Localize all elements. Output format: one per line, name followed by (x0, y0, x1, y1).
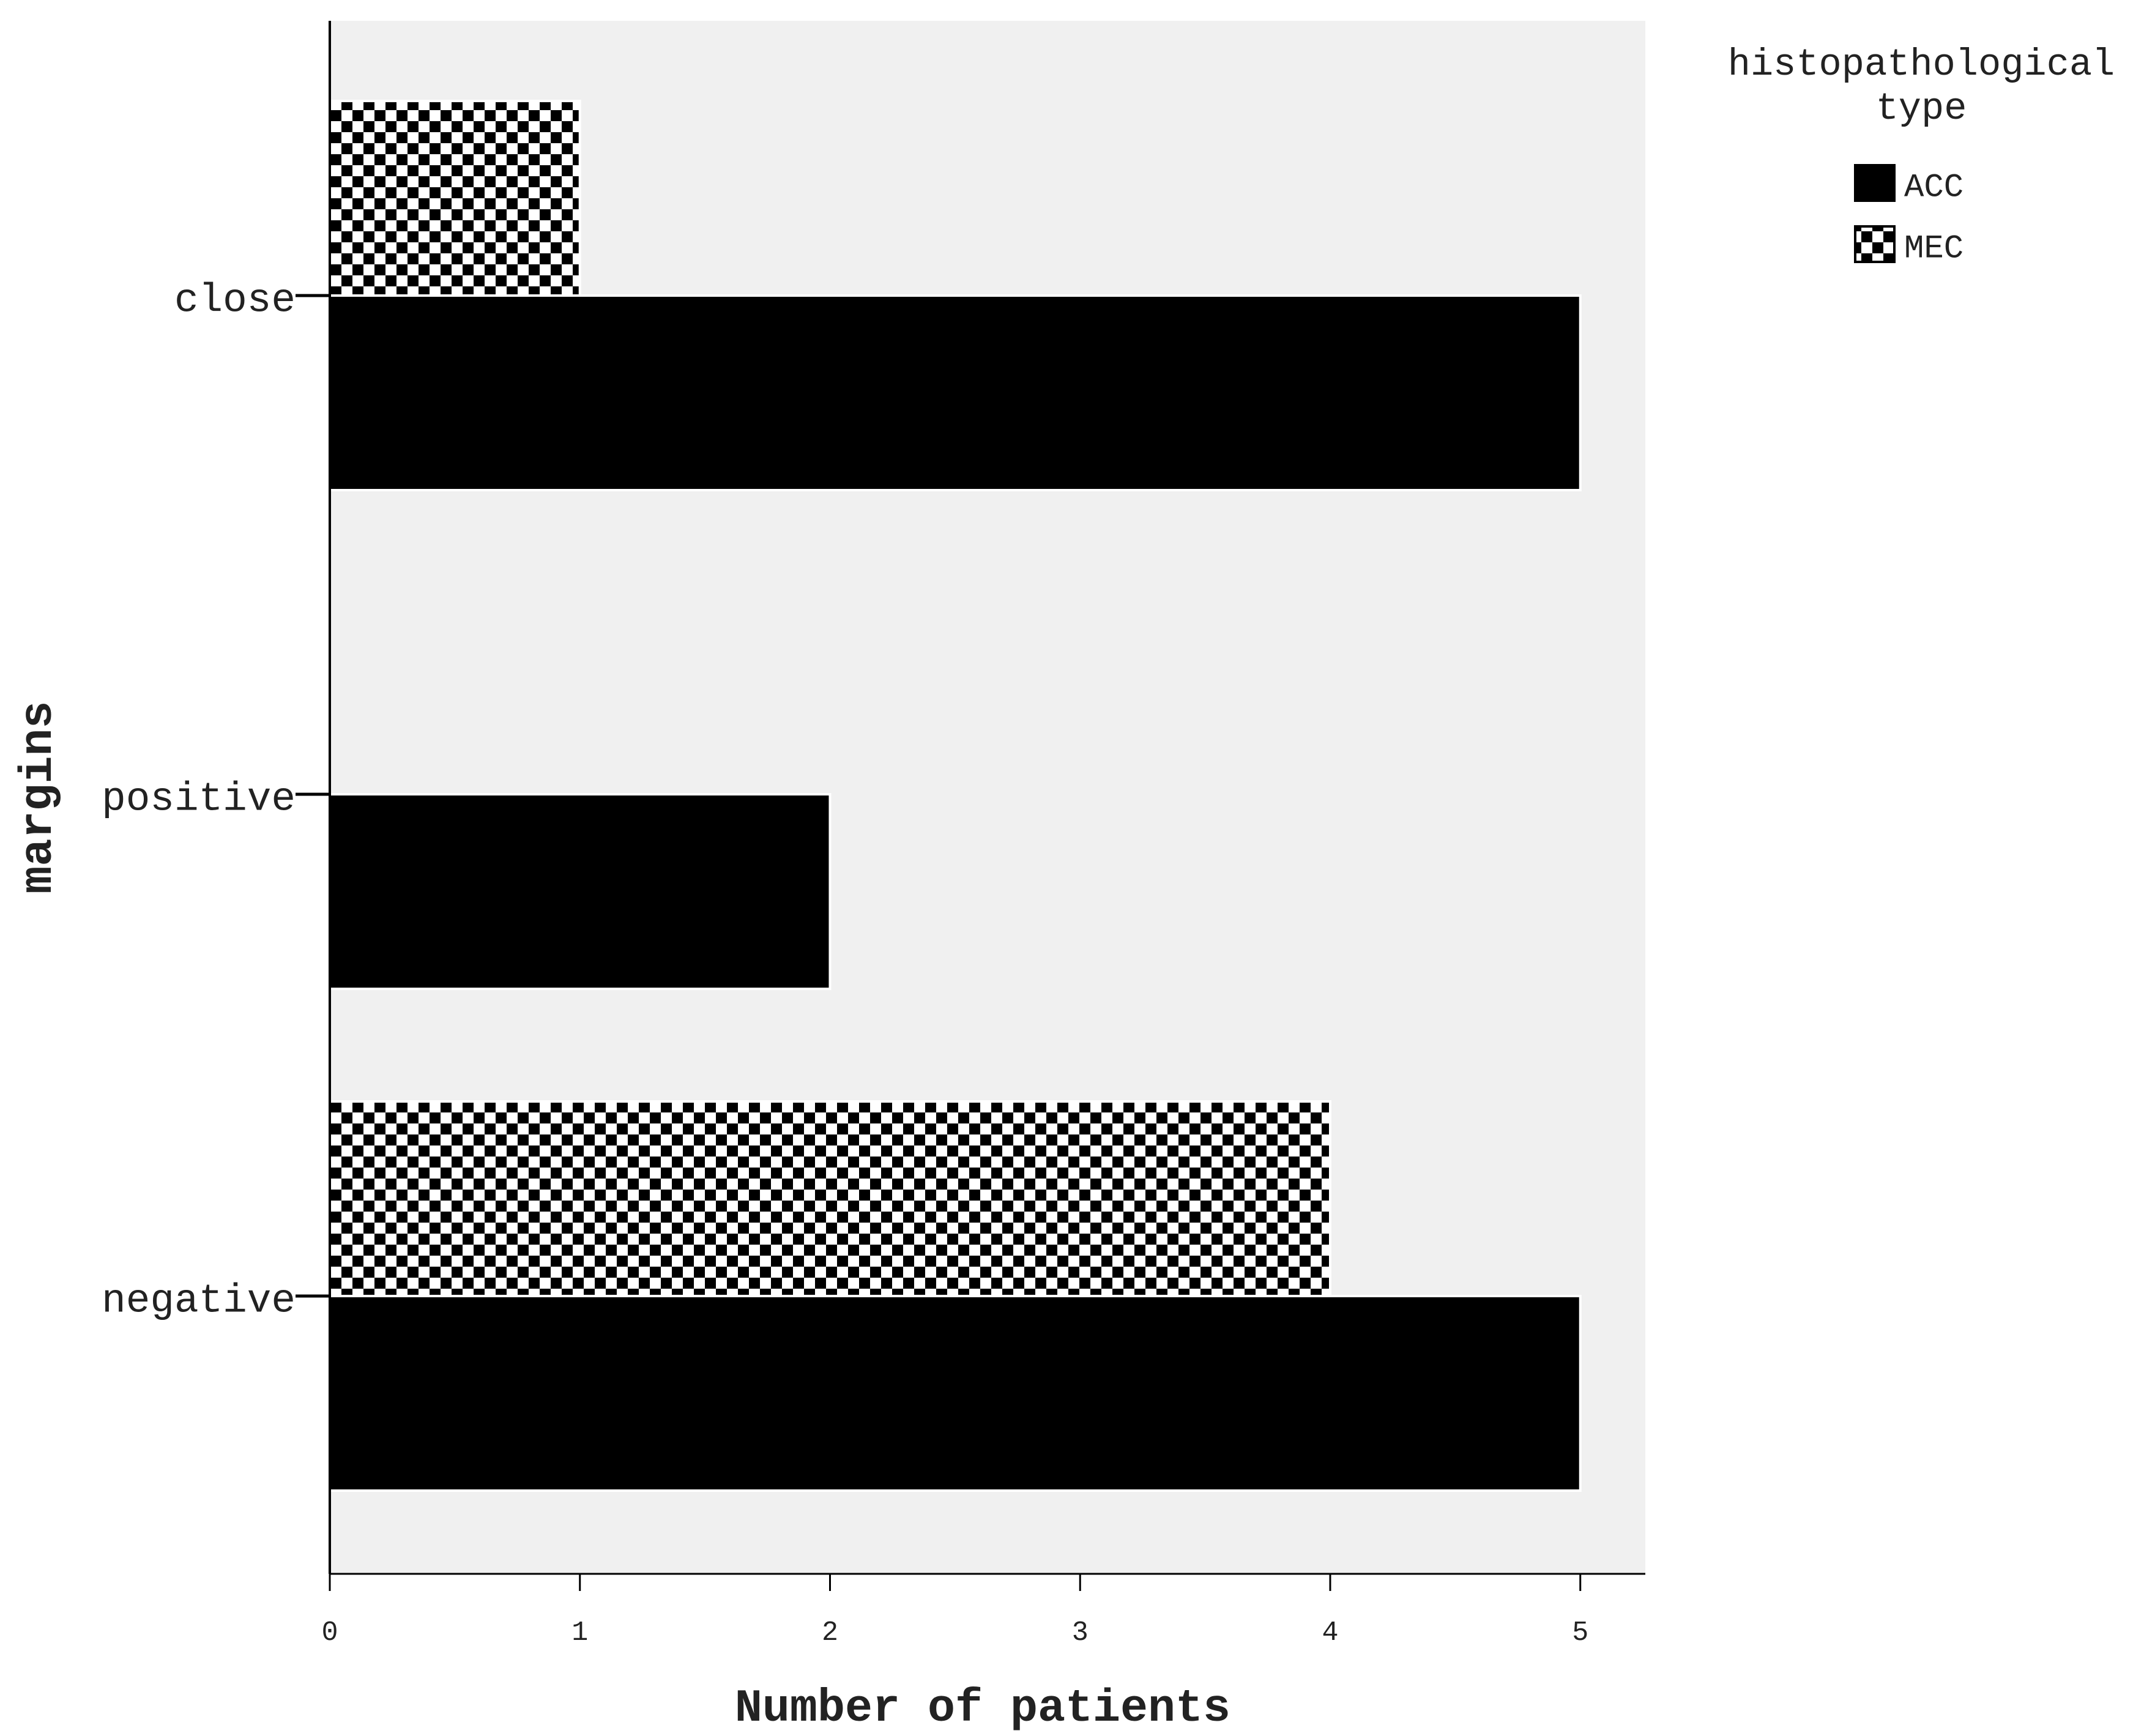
bar (329, 294, 1582, 491)
bar (329, 100, 581, 297)
y-tick-label: negative (102, 1278, 296, 1324)
legend-swatch (1854, 164, 1896, 202)
x-tick-label: 3 (1072, 1617, 1089, 1648)
legend-swatch (1854, 225, 1896, 263)
y-axis-title: margins (13, 701, 65, 893)
legend-label: MEC (1904, 230, 1963, 267)
y-tick-label: positive (102, 776, 296, 822)
y-tick-label: close (174, 277, 296, 323)
bar (329, 1295, 1582, 1492)
x-tick-label: 4 (1322, 1617, 1338, 1648)
legend-label: ACC (1904, 169, 1963, 206)
legend-title: histopathological type (1727, 43, 2115, 130)
x-tick-label: 1 (571, 1617, 588, 1648)
bar (329, 793, 832, 990)
x-tick-label: 2 (822, 1617, 838, 1648)
x-tick-label: 0 (321, 1617, 338, 1648)
x-tick-label: 5 (1572, 1617, 1588, 1648)
bar (329, 1100, 1331, 1297)
x-axis-title: Number of patients (735, 1683, 1230, 1735)
